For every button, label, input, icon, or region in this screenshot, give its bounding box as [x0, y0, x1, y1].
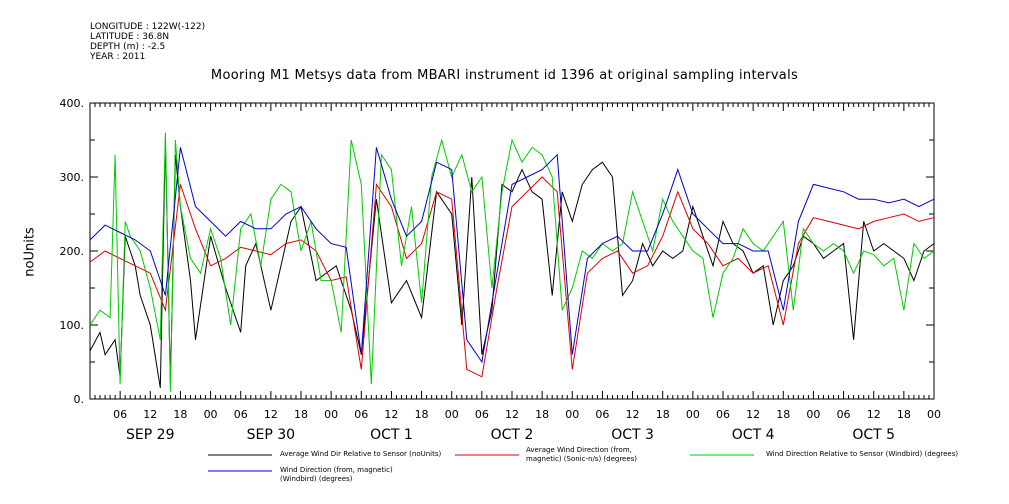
x-hour-label: 06: [716, 408, 730, 421]
x-hour-label: 18: [535, 408, 549, 421]
x-hour-label: 12: [867, 408, 881, 421]
x-hour-label: 00: [445, 408, 459, 421]
x-hour-label: 00: [565, 408, 579, 421]
depth-label: DEPTH (m) : -2.5: [90, 42, 166, 52]
series-line-0: [89, 139, 935, 388]
x-date-label: SEP 29: [126, 427, 174, 443]
y-tick-label: 200.: [60, 245, 85, 258]
year-label: YEAR : 2011: [90, 52, 146, 62]
x-hour-label: 06: [595, 408, 609, 421]
plot-frame: [89, 102, 935, 400]
y-tick-label: 0.: [74, 393, 85, 406]
x-hour-label: 12: [626, 408, 640, 421]
x-date-label: SEP 30: [247, 427, 295, 443]
series-line-2: [89, 132, 935, 392]
x-hour-label: 18: [294, 408, 308, 421]
x-hour-label: 06: [113, 408, 127, 421]
x-hour-label: 06: [234, 408, 248, 421]
series-line-3: [89, 147, 935, 364]
x-date-label: OCT 5: [852, 427, 895, 443]
x-hour-label: 12: [505, 408, 519, 421]
x-hour-label: 12: [746, 408, 760, 421]
x-hour-label: 00: [686, 408, 700, 421]
x-hour-label: 06: [354, 408, 368, 421]
x-hour-label: 18: [173, 408, 187, 421]
x-hour-label: 18: [897, 408, 911, 421]
latitude-label: LATITUDE : 36.8N: [90, 32, 170, 42]
x-hour-label: 06: [475, 408, 489, 421]
x-hour-label: 00: [927, 408, 941, 421]
x-hour-label: 18: [656, 408, 670, 421]
x-date-label: OCT 2: [491, 427, 534, 443]
x-date-label: OCT 3: [611, 427, 654, 443]
chart-title: Mooring M1 Metsys data from MBARI instru…: [210, 68, 799, 83]
x-hour-label: 06: [837, 408, 851, 421]
x-hour-label: 12: [264, 408, 278, 421]
x-hour-label: 00: [204, 408, 218, 421]
x-hour-label: 00: [324, 408, 338, 421]
x-hour-label: 18: [415, 408, 429, 421]
x-date-label: OCT 4: [732, 427, 775, 443]
y-tick-label: 400.: [60, 97, 85, 110]
y-tick-label: 100.: [60, 319, 85, 332]
legend-label-green: Wind Direction Relative to Sensor (Windb…: [766, 450, 959, 458]
x-hour-label: 00: [806, 408, 820, 421]
y-tick-label: 300.: [60, 171, 85, 184]
legend-label-blue: Wind Direction (from, magnetic) (Windbir…: [280, 466, 393, 483]
legend-label-red: Average Wind Direction (from, magnetic) …: [526, 446, 638, 463]
x-date-label: OCT 1: [370, 427, 413, 443]
series-line-1: [89, 176, 935, 378]
x-hour-label: 12: [384, 408, 398, 421]
x-hour-label: 18: [776, 408, 790, 421]
x-hour-label: 12: [143, 408, 157, 421]
longitude-label: LONGITUDE : 122W(-122): [90, 22, 206, 32]
legend-label-black: Average Wind Dir Relative to Sensor (noU…: [280, 450, 442, 458]
